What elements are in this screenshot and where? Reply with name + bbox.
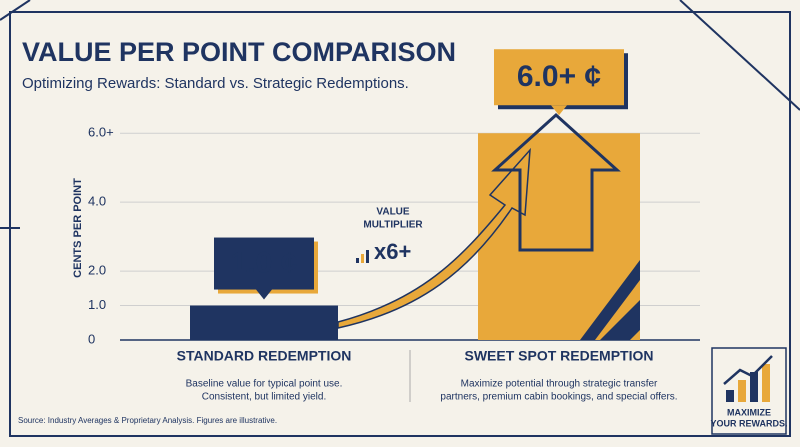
frame (9, 11, 791, 437)
callout (214, 237, 314, 290)
y-tick-label: 6.0+ (88, 125, 114, 140)
annotation: VALUE (376, 207, 409, 218)
source: Source: Industry Averages & Proprietary … (18, 416, 277, 425)
badge-text: MAXIMIZE (727, 407, 771, 417)
badge-icon (723, 355, 773, 385)
y-tick-label: 1.0 (88, 297, 106, 312)
badge: MAXIMIZE YOUR REWARDS. (710, 347, 788, 435)
bar-stripe (580, 260, 640, 340)
value-label: 1.0 ¢ (231, 246, 298, 279)
growth-arrow (337, 147, 531, 329)
description: Consistent, but limited yield. (202, 392, 327, 403)
frame-accent (679, 0, 800, 111)
y-axis-label: CENTS PER POINT (72, 178, 84, 278)
multiplier-icon (361, 254, 364, 263)
y-tick-label: 4.0 (88, 194, 106, 209)
multiplier: x6+ (374, 239, 411, 264)
big-arrow (491, 112, 621, 252)
annotation: MULTIPLIER (363, 220, 423, 231)
description: Baseline value for typical point use. (186, 379, 343, 390)
callout-pointer (551, 105, 567, 116)
badge-icon (750, 372, 758, 402)
callout-pointer (256, 289, 272, 300)
description: partners, premium cabin bookings, and sp… (440, 392, 677, 403)
y-tick-label: 0 (88, 331, 95, 346)
chart-subtitle: Optimizing Rewards: Standard vs. Strateg… (22, 75, 409, 92)
badge-icon (738, 380, 746, 402)
frame-accent (0, 0, 31, 21)
multiplier-icon (366, 250, 369, 263)
chart-title: VALUE PER POINT COMPARISON (22, 37, 456, 67)
badge-icon (762, 364, 770, 402)
bar-stripe (600, 300, 640, 340)
callout (494, 49, 624, 106)
multiplier-icon (356, 258, 359, 263)
value-label: 6.0+ ¢ (517, 60, 601, 93)
x-tick-label: STANDARD REDEMPTION (177, 348, 352, 364)
y-tick-label: 2.0 (88, 263, 106, 278)
badge-frame (711, 347, 787, 435)
bar (190, 305, 338, 340)
badge-text: YOUR REWARDS. (710, 418, 787, 428)
x-tick-label: SWEET SPOT REDEMPTION (464, 348, 653, 364)
badge-icon (726, 390, 734, 402)
description: Maximize potential through strategic tra… (461, 379, 658, 390)
